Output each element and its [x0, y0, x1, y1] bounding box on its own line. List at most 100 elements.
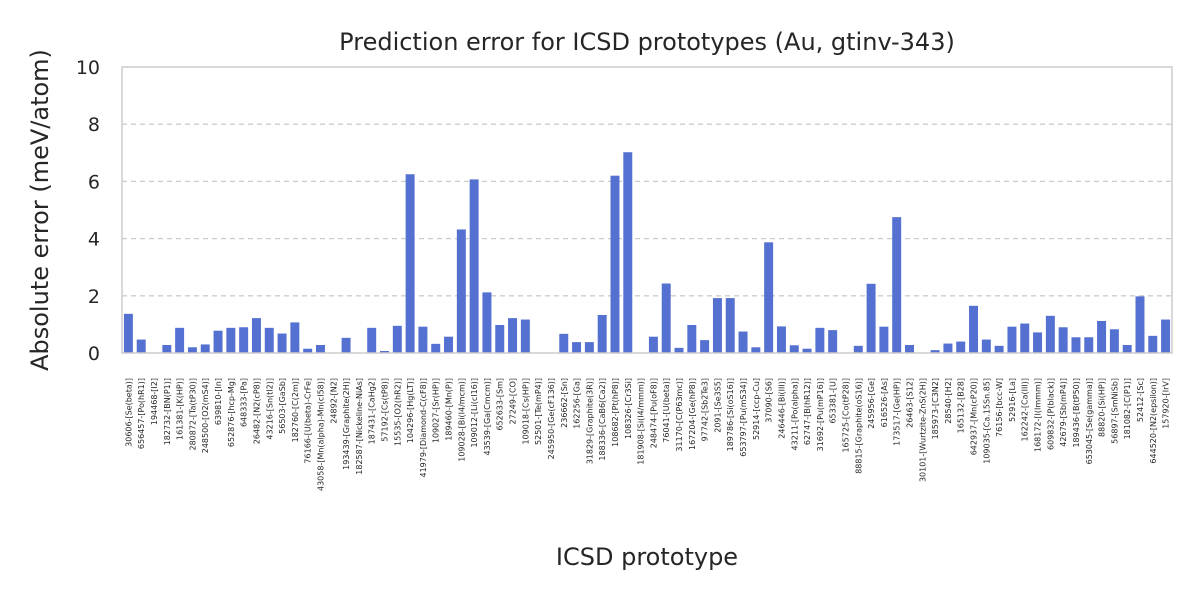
x-tick-label: 109028-[Bi(I4/mcm)]	[457, 378, 466, 462]
x-tick-label: 167204-[Ge(hP8)]	[688, 378, 697, 450]
y-tick-label: 4	[88, 229, 100, 251]
bar	[866, 283, 876, 353]
bar	[994, 345, 1004, 353]
bar	[495, 324, 505, 353]
x-tick-label: 52914-[ccp-Cu]	[752, 378, 761, 440]
bar	[661, 283, 671, 353]
bar	[764, 242, 774, 353]
bar	[315, 344, 325, 353]
bar	[213, 330, 223, 353]
bar	[674, 347, 684, 353]
bar	[687, 324, 697, 353]
x-tick-label: 181908-[Si(I4/mmm)]	[637, 378, 646, 465]
x-tick-label: 189460-[Mn(P)]	[445, 378, 454, 441]
x-tick-label: 88820-[Si(HP)]	[1098, 378, 1107, 437]
x-tick-label: 189786-[Si(oS16)]	[726, 378, 735, 451]
x-tick-label: 652876-[hcp-Mg]	[227, 378, 236, 447]
x-tick-label: 189436-[B(tP50)]	[1072, 378, 1081, 448]
bar	[905, 344, 914, 353]
x-tick-label: 193439-[Graphite(2H)]	[342, 378, 351, 470]
x-tick-label: 43211-[Po(alpha)]	[790, 378, 799, 450]
x-tick-label: 165132-[B28]	[957, 378, 966, 433]
x-tick-label: 644520-[N2(epsilon)]	[1149, 378, 1158, 464]
bar	[405, 174, 415, 353]
y-tick-label: 8	[88, 114, 100, 136]
bar	[277, 333, 287, 353]
bar	[623, 152, 633, 353]
bars	[123, 152, 1171, 353]
bar	[341, 337, 351, 353]
x-tick-label: 109018-[Cs(HP)]	[521, 378, 530, 445]
x-tick-label: 162256-[Ga]	[573, 378, 582, 429]
x-tick-label: 652633-[Sm]	[496, 378, 505, 431]
x-tick-label: 246446-[Bi(III)]	[777, 378, 786, 439]
bar	[789, 345, 799, 353]
bar	[1007, 326, 1017, 353]
x-tick-label: 37090-[S6]	[765, 378, 774, 423]
bar	[264, 327, 274, 353]
x-tick-label: 280872-[Ta(tP30)]	[188, 378, 197, 451]
bar	[751, 347, 761, 353]
x-tick-label: 28540-[H2]	[944, 378, 953, 424]
x-tick-label: 27249-[CO]	[509, 378, 518, 424]
x-tick-label: 656457-[Po(hR1)]	[137, 378, 146, 449]
x-tick-label: 609832-[P(black)]	[1046, 378, 1055, 450]
x-tick-label: 43216-[Sn(tI2)]	[265, 378, 274, 440]
bar	[1020, 323, 1030, 353]
x-tick-label: 31692-[Pu(mP16)]	[816, 378, 825, 451]
bar	[943, 343, 953, 353]
bar	[520, 319, 530, 353]
y-tick-label: 2	[88, 286, 100, 308]
bar	[367, 327, 377, 353]
x-tick-label: 248474-[Pu(oF8)]	[649, 378, 658, 448]
x-tick-label: 24892-[N2]	[329, 378, 338, 424]
x-tick-label: 109027-[Sr(HP)]	[432, 378, 441, 443]
bar	[482, 292, 492, 353]
bar	[712, 298, 722, 353]
x-tick-label: 173517-[Ge(HP)]	[893, 378, 902, 446]
x-tick-label: 41979-[Diamond-C(cF8)]	[419, 378, 428, 478]
x-tick-label: 188336-[CaB6(Ca2)]	[598, 378, 607, 461]
bar	[725, 298, 735, 353]
x-tick-label: 62747-[B(hR12)]	[803, 378, 812, 445]
chart-title: Prediction error for ICSD prototypes (Au…	[339, 28, 955, 56]
bar	[610, 175, 620, 353]
bar	[1161, 319, 1171, 353]
bar	[1097, 320, 1107, 353]
bar	[700, 340, 710, 353]
x-tick-label: 2091-[Se3S5]	[713, 378, 722, 433]
bar	[303, 348, 313, 353]
x-tick-label: 182732-[BN(P1)]	[163, 378, 172, 445]
bar	[802, 348, 812, 353]
bar	[1135, 296, 1145, 353]
x-tick-label: 653045-[Se(gamma)]	[1085, 378, 1094, 464]
x-tick-label: 653381-[U]	[829, 378, 838, 424]
x-tick-label: 182760-[C(2m)]	[291, 378, 300, 442]
x-tick-label: 248500-[O2(mS4)]	[201, 378, 210, 453]
bar	[981, 339, 991, 353]
x-tick-label: 57192-[Cs(tP8)]	[381, 378, 390, 442]
bar	[456, 229, 466, 353]
bar	[251, 318, 261, 353]
bar	[226, 327, 236, 353]
x-tick-label: 245956-[Ge]	[867, 378, 876, 429]
x-axis-ticks: 30606-[Se(beta)] 656457-[Po(hR1)] 194468-[…	[124, 378, 1170, 491]
bar	[879, 326, 889, 353]
x-tick-label: 42679-[Sb(mP4)]	[1059, 378, 1068, 447]
x-tick-label: 642937-[Mn(cP20)]	[970, 378, 979, 455]
bar	[469, 179, 479, 353]
bar	[123, 313, 133, 353]
bar	[175, 327, 185, 353]
bar	[1084, 337, 1094, 353]
gridlines	[122, 123, 1172, 297]
x-tick-label: 162242-[Ca(III)]	[1021, 378, 1030, 441]
bar	[1122, 344, 1132, 353]
x-tick-label: 52501-[Te(mP4)]	[534, 378, 543, 445]
bar	[597, 314, 607, 353]
bar	[930, 350, 940, 353]
x-tick-label: 31829-[Graphite(3R)]	[585, 378, 594, 464]
x-tick-label: 52916-[La]	[1008, 378, 1017, 422]
x-tick-label: 15535-[O2(hR2)]	[393, 378, 402, 446]
x-tick-label: 56503-[GaSb]	[278, 378, 287, 434]
